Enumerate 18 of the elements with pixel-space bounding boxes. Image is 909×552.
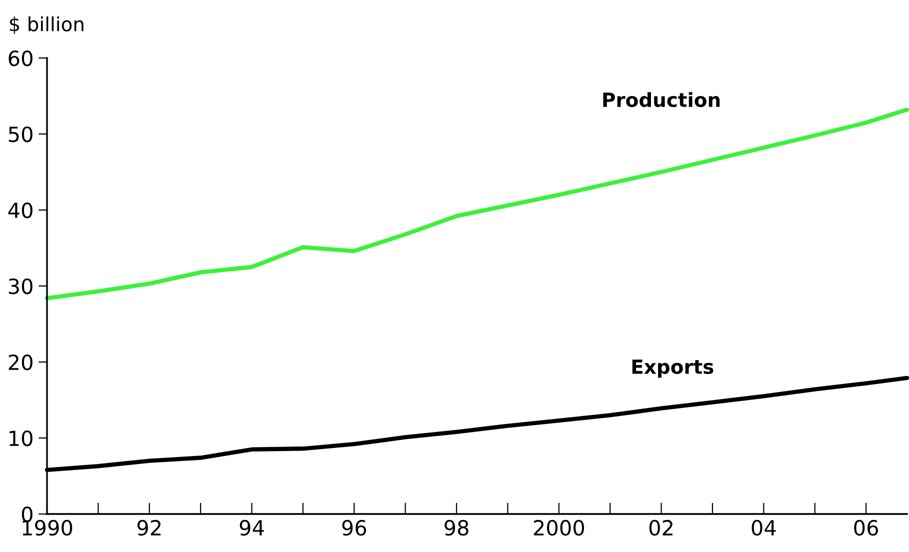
y-tick-label: 40 [8, 202, 32, 218]
x-tick-label: 06 [854, 520, 878, 536]
y-tick-label: 20 [8, 354, 32, 370]
x-tick-label: 92 [137, 520, 161, 536]
line-series [44, 108, 909, 300]
y-tick-label: 50 [8, 126, 32, 142]
x-tick-label: 96 [342, 520, 366, 536]
x-tick-label: 04 [752, 520, 776, 536]
x-tick-label: 94 [240, 520, 264, 536]
y-axis-title: $ billion [10, 16, 84, 34]
x-tick-label: 2000 [534, 520, 584, 536]
x-tick-label: 02 [649, 520, 672, 536]
y-tick-label: 60 [8, 50, 32, 66]
text: Production [603, 92, 720, 108]
y-tick-label: 30 [8, 278, 32, 294]
series-label: Exports [632, 360, 714, 378]
y-tick-label: 10 [10, 430, 32, 446]
x-tick-label: 98 [444, 520, 468, 536]
